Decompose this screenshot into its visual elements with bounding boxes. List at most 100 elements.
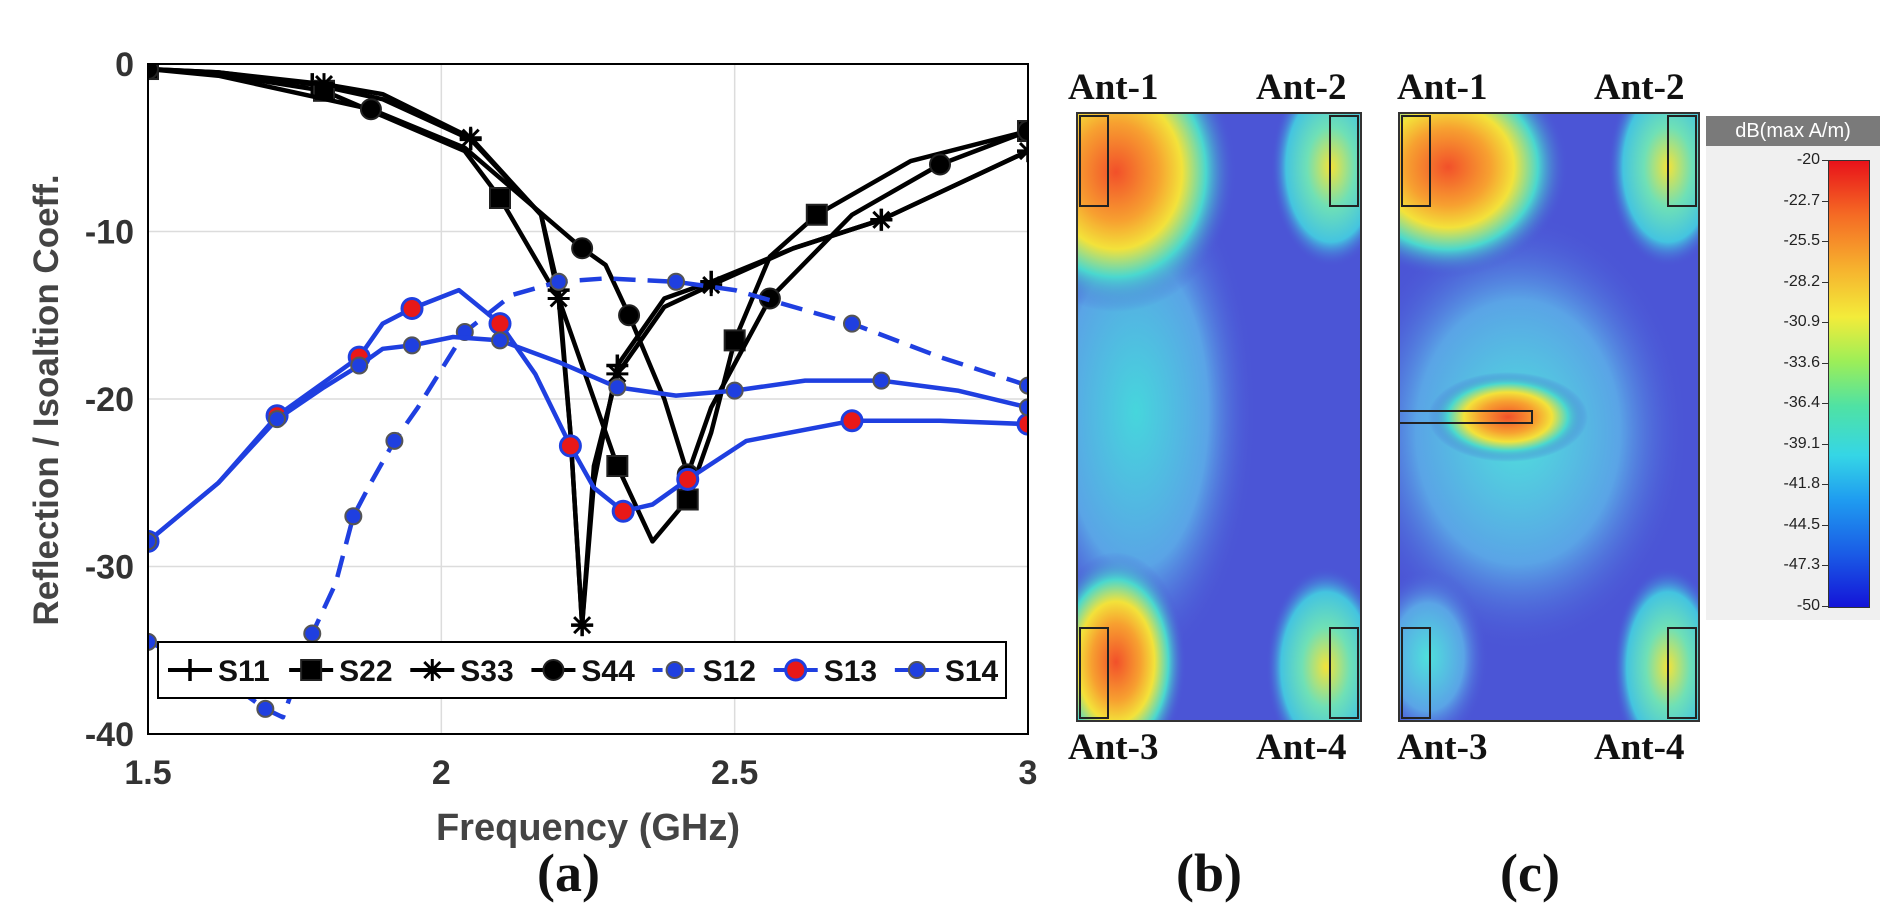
marker-S44 <box>148 64 159 81</box>
colorbar-tick-label: -41.8 <box>1783 475 1820 493</box>
colorbar-tick-mark <box>1822 484 1828 486</box>
x-tick-label: 1.5 <box>124 754 171 792</box>
legend-item-S44: S44 <box>531 655 635 688</box>
marker-S13 <box>611 499 635 523</box>
panel-label-a: (a) <box>537 843 600 903</box>
ant3-label-b: Ant-3 <box>1068 727 1159 768</box>
legend-marker <box>907 661 926 679</box>
marker-S33 <box>870 208 893 231</box>
marker-S12 <box>148 632 157 651</box>
field-hotspot-ant3 <box>1398 567 1488 722</box>
colorbar-tick-label: -25.5 <box>1783 232 1820 250</box>
marker-S33 <box>700 274 723 297</box>
legend-label: S14 <box>945 655 999 688</box>
marker-S12 <box>843 314 861 333</box>
ant4-label-b: Ant-4 <box>1256 727 1347 768</box>
field-hotspot-ant4 <box>1266 567 1362 722</box>
board-outline <box>1398 112 1700 722</box>
colorbar-tick-label: -39.1 <box>1783 434 1820 452</box>
marker-S22 <box>723 329 746 352</box>
colorbar-tick-label: -47.3 <box>1783 556 1820 574</box>
colorbar-tick-label: -50 <box>1796 597 1820 614</box>
x-axis-label: Frequency (GHz) <box>436 807 740 849</box>
series-line-S33 <box>148 66 1028 628</box>
marker-S14 <box>725 381 744 400</box>
colorbar-tick-label: -30.9 <box>1783 313 1820 331</box>
legend-box <box>157 641 1007 699</box>
ant1-label-c: Ant-1 <box>1397 67 1488 108</box>
colorbar-tick-label: -28.2 <box>1783 272 1820 290</box>
marker-S33 <box>547 287 570 310</box>
marker-S12 <box>1019 376 1028 395</box>
panel-label-c: (c) <box>1500 843 1560 903</box>
marker-S14 <box>268 410 287 429</box>
colorbar-tick-mark <box>1822 403 1828 405</box>
marker-S22 <box>606 455 629 477</box>
legend: S11 S22 S33 S44 S12 S13 S14 <box>157 641 1007 699</box>
marker-S33 <box>459 126 482 149</box>
marker-S14 <box>1019 398 1028 417</box>
current-distribution-c <box>1398 112 1700 722</box>
ant1-element <box>1079 115 1109 207</box>
ant2-label-b: Ant-2 <box>1256 67 1347 108</box>
marker-S13 <box>558 434 582 458</box>
legend-marker <box>300 659 323 681</box>
decoupling-strip <box>1398 410 1533 424</box>
colorbar-tick-mark <box>1822 241 1828 243</box>
ant1-element <box>1401 115 1431 207</box>
ant3-label-c: Ant-3 <box>1397 727 1488 768</box>
y-tick-label: -30 <box>85 549 134 587</box>
series-group <box>148 64 1028 720</box>
colorbar-gradient <box>1828 160 1870 608</box>
colorbar-tick-mark <box>1822 160 1828 161</box>
colorbar-tick-mark <box>1822 565 1828 567</box>
field-hotspot-ant2 <box>1608 112 1700 267</box>
colorbar-tick-mark <box>1822 443 1828 445</box>
ant4-label-c: Ant-4 <box>1594 727 1685 768</box>
marker-S12 <box>256 699 275 718</box>
y-axis-label: Reflection / Isoaltion Coeff. <box>27 174 66 625</box>
series-S14 <box>148 331 1028 551</box>
colorbar-tick-mark <box>1822 606 1828 607</box>
marker-S13 <box>1016 412 1028 436</box>
marker-S44 <box>618 304 641 327</box>
s-parameter-chart: 1.5 2 2.5 3 0 -10 -20 -30 -40 Frequency (GHz) Re… <box>27 46 1038 849</box>
marker-S22 <box>805 203 828 226</box>
legend-marker <box>179 659 201 681</box>
legend-item-S13: S13 <box>773 655 877 688</box>
marker-S14 <box>491 331 509 350</box>
marker-S14 <box>403 336 421 355</box>
marker-S33 <box>571 614 594 637</box>
x-tick-label: 2 <box>432 754 451 792</box>
colorbar-tick-mark <box>1822 322 1828 324</box>
colorbar-tick-label: -20 <box>1796 151 1820 168</box>
tick-labels: 1.5 2 2.5 3 0 -10 -20 -30 -40 <box>85 46 1038 792</box>
marker-S22 <box>489 187 511 209</box>
marker-S12 <box>549 272 568 291</box>
board-outline <box>1076 112 1362 722</box>
colorbar-tick-mark <box>1822 524 1828 526</box>
legend-item-S14: S14 <box>894 655 999 688</box>
marker-S44 <box>359 98 382 121</box>
marker-S13 <box>488 312 512 336</box>
field-hotspot-ant2 <box>1271 112 1362 267</box>
field-hotspot-strip <box>1428 372 1588 462</box>
x-tick-label: 3 <box>1019 754 1038 792</box>
colorbar-tick-mark <box>1822 281 1828 283</box>
legend-label: S44 <box>581 655 635 688</box>
ant1-label-b: Ant-1 <box>1068 67 1159 108</box>
legend-marker <box>421 659 444 681</box>
marker-S14 <box>608 378 627 397</box>
ant3-element <box>1401 627 1431 719</box>
series-line-S13 <box>148 287 1028 544</box>
y-tick-label: -20 <box>85 381 134 419</box>
colorbar-tick-mark <box>1822 200 1828 202</box>
legend-label: S22 <box>339 655 392 688</box>
colorbar-tick-label: -22.7 <box>1783 191 1820 209</box>
legend-label: S11 <box>218 655 270 688</box>
marker-S44 <box>929 153 951 176</box>
marker-S44 <box>571 237 594 260</box>
y-tick-label: -40 <box>85 716 134 754</box>
marker-S33 <box>606 362 629 385</box>
current-distribution-b <box>1076 112 1362 722</box>
